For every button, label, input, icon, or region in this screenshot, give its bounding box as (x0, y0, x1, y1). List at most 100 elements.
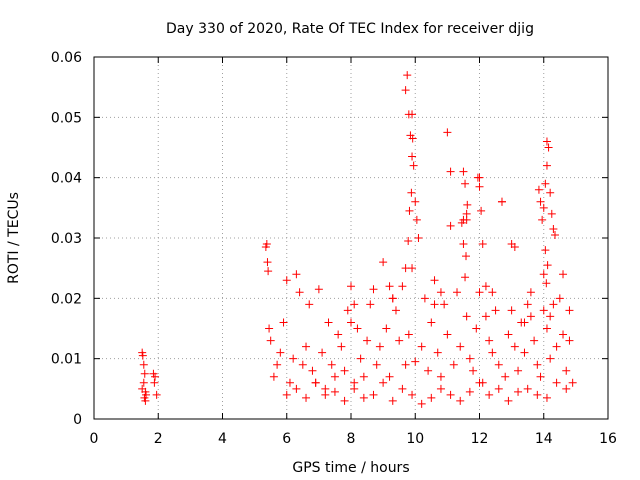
data-point (411, 357, 420, 366)
x-tick-labels: 0 2 4 6 8 10 12 14 16 (90, 431, 617, 447)
data-point (552, 342, 561, 351)
x-tick-label: 0 (90, 431, 99, 447)
data-point (308, 366, 317, 375)
data-point (546, 354, 555, 363)
data-point (543, 261, 552, 270)
data-point (382, 324, 391, 333)
data-point (559, 270, 568, 279)
data-point (481, 312, 490, 321)
data-point (292, 384, 301, 393)
data-point (552, 378, 561, 387)
data-point (265, 324, 274, 333)
data-point (488, 288, 497, 297)
data-point (456, 396, 465, 405)
y-tick-label: 0.04 (51, 171, 82, 187)
data-point (462, 312, 471, 321)
data-point (436, 288, 445, 297)
data-point (337, 342, 346, 351)
data-point (408, 390, 417, 399)
data-point (526, 288, 535, 297)
data-point (446, 167, 455, 176)
data-point (417, 342, 426, 351)
data-point (424, 366, 433, 375)
data-point (536, 372, 545, 381)
data-point (139, 378, 148, 387)
data-point (327, 360, 336, 369)
x-tick-label: 8 (347, 431, 356, 447)
data-point (542, 161, 551, 170)
y-tick-label: 0.03 (51, 231, 82, 247)
data-point (420, 294, 429, 303)
data-point (443, 128, 452, 137)
data-point (472, 324, 481, 333)
data-point (363, 336, 372, 345)
data-point (465, 387, 474, 396)
data-point (462, 252, 471, 261)
data-point (533, 390, 542, 399)
data-point (497, 197, 506, 206)
data-point (475, 288, 484, 297)
y-tick-labels: 0 0.01 0.02 0.03 0.04 0.05 0.06 (51, 50, 82, 428)
data-point (385, 282, 394, 291)
axis-ticks (93, 56, 609, 420)
data-point (491, 306, 500, 315)
data-point (562, 384, 571, 393)
data-point (266, 336, 275, 345)
data-point (276, 348, 285, 357)
x-tick-label: 2 (154, 431, 163, 447)
data-point (457, 218, 466, 227)
data-point (366, 300, 375, 309)
data-point (302, 393, 311, 402)
data-point (334, 330, 343, 339)
data-point (340, 396, 349, 405)
data-point (385, 372, 394, 381)
data-point (353, 324, 362, 333)
x-tick-label: 16 (599, 431, 617, 447)
data-point (565, 306, 574, 315)
y-tick-label: 0 (73, 412, 82, 428)
data-point (264, 267, 273, 276)
data-point (542, 137, 551, 146)
data-point (391, 306, 400, 315)
data-point (494, 384, 503, 393)
data-point (485, 390, 494, 399)
data-point (292, 270, 301, 279)
data-point (459, 167, 468, 176)
data-point (436, 372, 445, 381)
data-point (494, 360, 503, 369)
data-point (340, 366, 349, 375)
data-point (523, 300, 532, 309)
data-point (330, 372, 339, 381)
data-point (549, 300, 558, 309)
x-tick-label: 6 (282, 431, 291, 447)
data-point (550, 230, 559, 239)
data-point (407, 188, 416, 197)
data-point (263, 258, 272, 267)
y-tick-label: 0.01 (51, 352, 82, 368)
data-point (141, 396, 150, 405)
data-point (536, 197, 545, 206)
data-point (356, 354, 365, 363)
data-point (446, 390, 455, 399)
data-point (443, 330, 452, 339)
data-point (504, 396, 513, 405)
data-point (388, 396, 397, 405)
data-point (530, 336, 539, 345)
data-point (510, 243, 519, 252)
data-point (379, 378, 388, 387)
data-point (481, 282, 490, 291)
data-point (547, 209, 556, 218)
data-point (440, 300, 449, 309)
data-point (302, 342, 311, 351)
data-point (140, 369, 149, 378)
data-point (427, 393, 436, 402)
data-point (555, 294, 564, 303)
data-point (541, 246, 550, 255)
data-point (398, 282, 407, 291)
data-point (395, 336, 404, 345)
data-point (436, 384, 445, 393)
data-point (539, 270, 548, 279)
x-tick-label: 10 (406, 431, 424, 447)
x-tick-label: 14 (535, 431, 553, 447)
